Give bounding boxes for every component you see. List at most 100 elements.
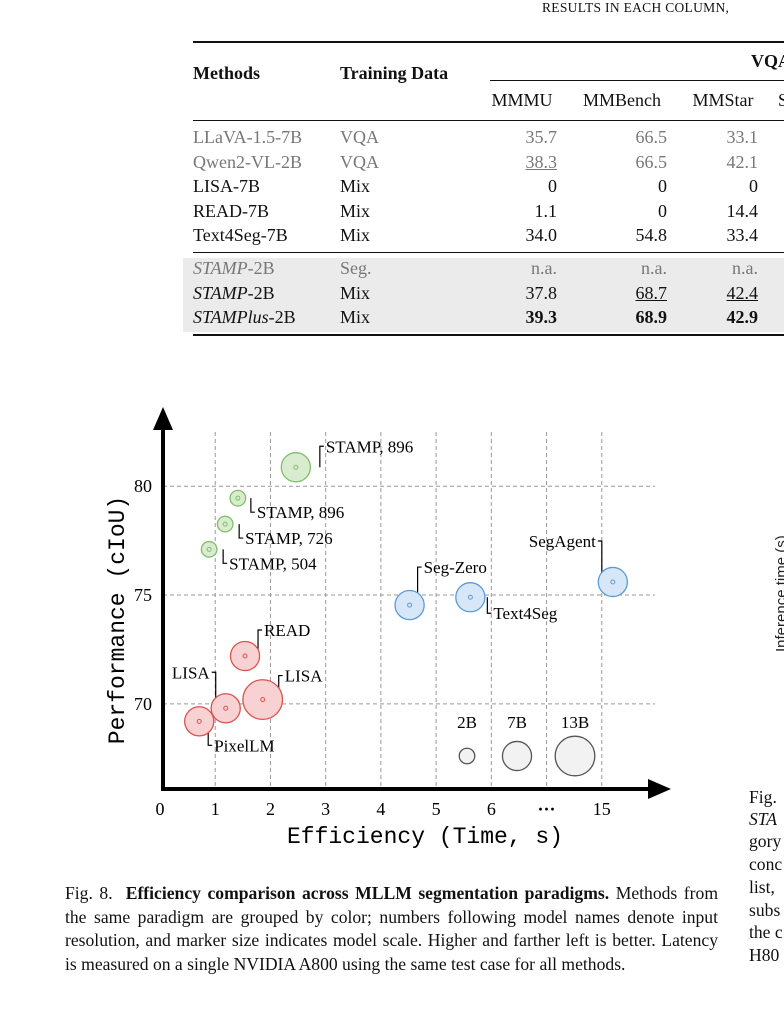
bubble-center (467, 594, 473, 600)
training-data-cell: Mix (340, 225, 371, 245)
y-tick-label: 70 (134, 694, 152, 714)
score-cell: n.a. (531, 258, 557, 278)
score-cell: 66.5 (635, 151, 668, 172)
x-tick-label: 3 (321, 799, 330, 819)
caption-label: Fig. 8. (65, 883, 113, 903)
caption-text: Methods from the same paradigm are group… (65, 883, 719, 974)
method-text: -2B (247, 282, 275, 303)
score-cell: 0 (658, 176, 667, 196)
score-cell: 1.1 (534, 200, 558, 221)
score-cell: 33.1 (726, 127, 759, 147)
method-cell: LISA-7B (193, 176, 260, 196)
score-cell: n.a. (641, 258, 667, 278)
bubble-center (196, 718, 202, 724)
side-caption-fragment: subs (749, 900, 781, 920)
leader-line (250, 498, 255, 513)
leader-line (278, 674, 283, 688)
caption: Fig. 8. Efficiency comparison across MLL… (65, 882, 718, 976)
score-cell: 68.7 (635, 282, 668, 303)
side-caption-fragment: list, (749, 877, 775, 897)
leader-line (486, 597, 492, 614)
score-cell: 39.3 (525, 307, 558, 327)
bubble-center (222, 521, 228, 527)
size-legend-label: 7B (507, 713, 527, 732)
x-tick-label: 1 (211, 799, 220, 819)
side-caption-fragment: conc (749, 854, 783, 874)
point-label: STAMP, 726 (245, 529, 332, 548)
side-caption-fragment: Fig. (749, 787, 777, 807)
score-cell: 0 (749, 176, 758, 196)
bubble (242, 679, 284, 721)
point-label: STAMP, 504 (229, 554, 317, 573)
bubble (200, 540, 218, 558)
score-cell: 42.1 (726, 151, 759, 172)
size-legend-bubble (501, 740, 533, 772)
bubble (184, 706, 215, 737)
point-label: SegAgent (529, 532, 596, 551)
x-axis-label: Efficiency (Time, s) (287, 824, 563, 850)
method-text: -2B (247, 258, 275, 278)
side-axis-label: Inference time (s) (773, 535, 784, 652)
training-data-cell: Seg. (340, 258, 372, 278)
y-axis-arrow (153, 407, 173, 430)
column-header: Training Data (340, 63, 449, 83)
bubble-center (206, 546, 212, 552)
method-text: Qwen2-VL-2B (193, 151, 302, 172)
leader-line (207, 732, 213, 746)
point-label: Text4Seg (493, 604, 557, 623)
score-cell: 54.8 (635, 225, 668, 245)
row-shade (183, 258, 784, 283)
method-cell: STAMP-2B (193, 283, 275, 303)
point-label: READ (264, 621, 310, 640)
y-axis-label: Performance (cIoU) (105, 496, 131, 744)
point-label: LISA (285, 667, 324, 686)
bubble (394, 589, 425, 621)
side-caption-fragment: the c (749, 922, 783, 942)
training-data-cell: Mix (340, 200, 371, 221)
training-data-cell: Mix (340, 176, 371, 196)
bubble (210, 693, 241, 724)
x-tick-label: 2 (266, 799, 275, 819)
bubble-center (223, 705, 229, 711)
score-cell: 42.4 (726, 282, 759, 303)
training-data-cell: VQA (340, 151, 379, 172)
x-tick-label: 5 (432, 799, 441, 819)
bubble-center (293, 464, 299, 470)
x-tick-label: 0 (156, 799, 165, 819)
bubble-center (610, 579, 616, 585)
method-text: READ-7B (193, 200, 269, 221)
side-caption-fragment: gory (749, 831, 782, 851)
method-text: STAMP (193, 282, 248, 303)
size-legend-label: 13B (561, 713, 589, 732)
side-caption-fragment: STA (749, 809, 778, 829)
score-cell: 38.3 (525, 151, 558, 172)
method-text: -2B (268, 307, 296, 327)
bubble (280, 452, 312, 483)
score-cell: 68.9 (635, 307, 668, 327)
method-cell: Qwen2-VL-2B (193, 152, 302, 172)
bubble (216, 515, 234, 533)
subcolumn-header: MMMU (491, 90, 553, 110)
method-text: Text4Seg-7B (193, 225, 288, 245)
x-tick-label: 4 (376, 799, 385, 819)
x-axis-arrow (648, 779, 671, 799)
bubble-center (260, 697, 266, 703)
leader-line (417, 566, 422, 593)
leader-line (319, 445, 324, 468)
leader-line (257, 629, 263, 650)
method-cell: Text4Seg-7B (193, 225, 288, 245)
method-cell: STAMPlus-2B (193, 307, 296, 327)
score-cell: 14.4 (726, 200, 759, 221)
method-text: STAMP (193, 258, 248, 278)
score-cell: 33.4 (726, 225, 759, 245)
score-cell: 0 (548, 176, 557, 196)
method-cell: LLaVA-1.5-7B (193, 127, 302, 147)
score-cell: 42.9 (726, 307, 759, 327)
bubble (455, 582, 486, 613)
leader-line (211, 671, 217, 698)
column-header: Methods (193, 63, 260, 83)
x-tick-label: 6 (487, 799, 496, 819)
row-shade (183, 282, 784, 307)
point-label: PixelLM (214, 736, 274, 755)
